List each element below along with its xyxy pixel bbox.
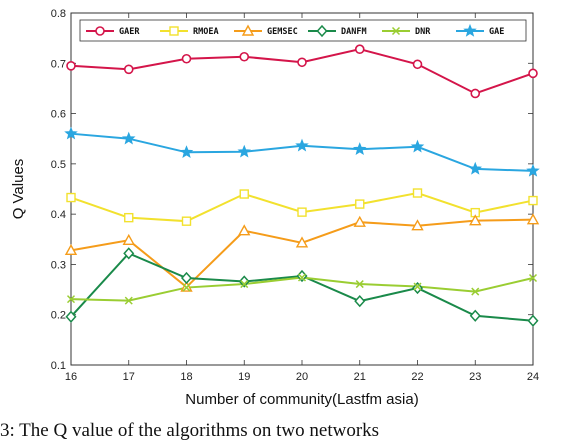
x-tick-label: 21 xyxy=(354,371,366,383)
data-point-rmoea xyxy=(124,212,134,223)
series-line-rmoea xyxy=(70,191,534,223)
legend-marker-gemsec xyxy=(241,24,255,36)
legend-marker-dnr xyxy=(391,26,401,36)
legend-label-rmoea: RMOEA xyxy=(193,27,219,37)
legend-label-gae: GAE xyxy=(489,27,504,37)
data-point-gemsec xyxy=(238,224,251,236)
x-tick-label: 22 xyxy=(411,371,423,383)
data-point-dnr xyxy=(240,280,249,289)
data-point-gemsec xyxy=(353,215,366,227)
data-point-danfm xyxy=(527,314,539,327)
x-tick-label: 17 xyxy=(123,371,135,383)
y-axis-label: Q Values xyxy=(10,159,27,220)
axis-ticks: 0.1 0.2 0.3 0.4 0.5 0.6 0.7 0.8 16 17 18 19 20 21 22 23… xyxy=(51,8,539,383)
y-tick-label: 0.4 xyxy=(51,209,66,221)
data-point-gae xyxy=(526,163,540,177)
data-point-danfm xyxy=(296,269,308,283)
data-point-gaer xyxy=(239,51,250,62)
data-point-dnr xyxy=(471,287,480,296)
data-point-danfm xyxy=(65,310,77,323)
data-point-gemsec xyxy=(122,233,135,245)
data-point-gae xyxy=(410,139,425,153)
data-point-dnr xyxy=(182,283,191,292)
x-tick-label: 18 xyxy=(180,371,192,383)
figure-caption: 3: The Q value of the algorithms on two … xyxy=(0,421,380,440)
data-point-rmoea xyxy=(412,188,423,198)
data-point-rmoea xyxy=(181,216,192,226)
legend-label-gaer: GAER xyxy=(119,27,140,37)
x-axis-label: Number of community(Lastfm asia) xyxy=(185,391,418,408)
series-line-gaer xyxy=(70,48,534,95)
legend-marker-rmoea xyxy=(169,26,179,36)
data-point-dnr xyxy=(528,273,538,283)
x-tick-label: 23 xyxy=(469,371,481,383)
x-tick-label: 19 xyxy=(238,371,250,383)
x-tick-label: 20 xyxy=(296,371,308,383)
legend-marker-gaer xyxy=(95,26,105,36)
data-point-dnr xyxy=(124,296,133,305)
data-point-danfm xyxy=(354,295,366,308)
data-point-gaer xyxy=(470,88,481,99)
data-point-dnr xyxy=(66,295,76,304)
data-point-gaer xyxy=(354,44,365,55)
data-point-gaer xyxy=(528,68,538,79)
data-point-gaer xyxy=(412,59,423,70)
data-point-rmoea xyxy=(355,199,365,209)
y-tick-label: 0.6 xyxy=(51,109,66,121)
legend-label-danfm: DANFM xyxy=(341,27,367,37)
data-point-gemsec xyxy=(411,219,424,231)
line-chart: 0.1 0.2 0.3 0.4 0.5 0.6 0.7 0.8 16 17 18 19 20 21 22 23… xyxy=(10,8,540,408)
data-point-gemsec xyxy=(295,236,309,248)
legend-label-gemsec: GEMSEC xyxy=(267,27,298,37)
y-tick-label: 0.1 xyxy=(51,360,66,372)
legend-box xyxy=(79,19,527,42)
data-point-gae xyxy=(64,126,78,140)
data-point-danfm xyxy=(180,271,193,285)
data-point-danfm xyxy=(469,309,481,322)
y-tick-label: 0.2 xyxy=(51,310,66,322)
data-point-rmoea xyxy=(297,207,307,217)
data-point-dnr xyxy=(413,282,422,291)
data-point-gae xyxy=(295,138,309,152)
data-point-gae xyxy=(468,161,483,175)
data-point-gaer xyxy=(66,61,76,71)
data-point-rmoea xyxy=(66,192,76,203)
y-tick-label: 0.8 xyxy=(51,8,66,20)
data-point-gae xyxy=(121,131,136,145)
data-point-rmoea xyxy=(528,195,538,206)
data-point-dnr xyxy=(355,280,364,289)
data-point-danfm xyxy=(123,247,135,260)
x-tick-label: 24 xyxy=(527,371,539,383)
data-point-gae xyxy=(179,145,194,159)
series-line-danfm xyxy=(70,252,534,322)
legend-marker-gae xyxy=(463,23,477,37)
y-tick-label: 0.3 xyxy=(51,259,66,271)
data-point-gaer xyxy=(181,53,192,64)
data-point-gemsec xyxy=(526,213,540,225)
data-point-rmoea xyxy=(239,189,249,199)
data-point-gae xyxy=(352,142,367,156)
data-point-gaer xyxy=(123,64,134,75)
data-point-gae xyxy=(237,144,252,158)
y-tick-label: 0.5 xyxy=(51,159,66,171)
legend-label-dnr: DNR xyxy=(415,27,431,37)
x-tick-label: 16 xyxy=(65,371,77,383)
legend: GAER RMOEA GEMSEC DANFM DNR GAE xyxy=(79,19,527,42)
series-markers xyxy=(64,44,540,327)
y-tick-label: 0.7 xyxy=(51,58,66,70)
legend-marker-danfm xyxy=(316,24,328,38)
data-point-danfm xyxy=(411,281,424,295)
data-point-danfm xyxy=(238,275,250,288)
data-point-gemsec xyxy=(469,214,482,226)
data-point-dnr xyxy=(297,273,307,282)
data-point-gaer xyxy=(297,57,307,68)
data-point-gemsec xyxy=(64,243,78,256)
